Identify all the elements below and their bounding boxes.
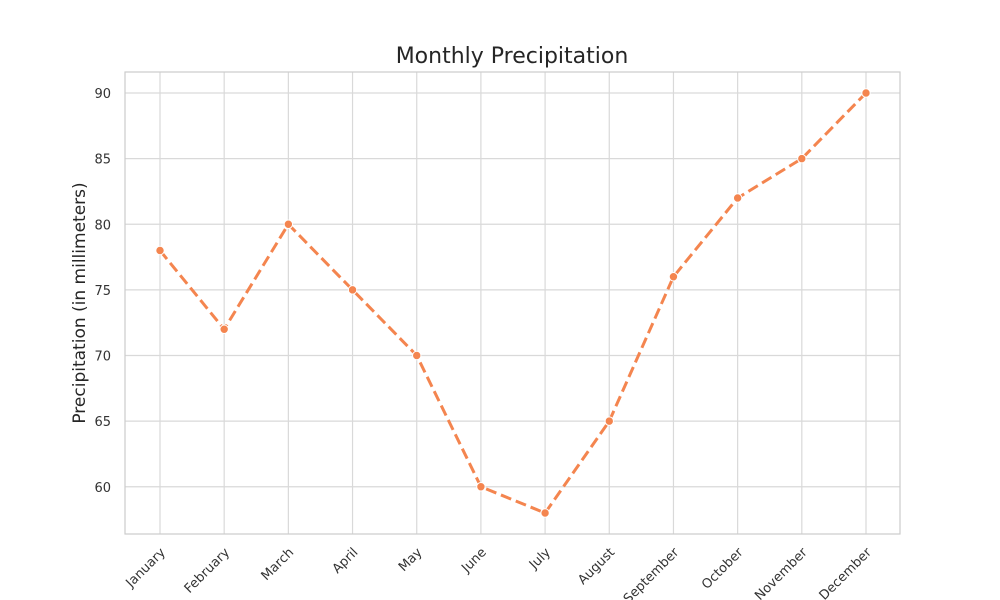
x-tick-label: September — [621, 545, 683, 600]
data-point — [668, 272, 679, 282]
x-tick-label: July — [526, 545, 554, 573]
x-tick-label: October — [699, 545, 747, 593]
x-tick-label: December — [817, 545, 876, 600]
grid-layer — [125, 72, 900, 534]
y-tick-label: 65 — [94, 415, 111, 430]
data-point — [412, 350, 422, 361]
data-point — [219, 324, 229, 334]
y-tick-labels: 60 65 70 75 80 85 90 — [94, 87, 111, 496]
x-tick-label: February — [182, 545, 234, 597]
x-tick-label: May — [396, 545, 426, 575]
data-point — [797, 153, 807, 164]
y-axis-label: Precipitation (in millimeters) — [70, 182, 90, 423]
y-tick-label: 75 — [94, 284, 111, 299]
plot-frame — [124, 71, 901, 535]
x-tick-label: January — [123, 545, 169, 591]
data-point — [347, 285, 358, 295]
y-tick-label: 80 — [94, 218, 111, 233]
data-point — [476, 482, 486, 492]
x-tick-label: August — [575, 545, 618, 588]
y-tick-label: 90 — [94, 87, 111, 102]
x-tick-label: March — [259, 545, 298, 584]
data-point — [283, 219, 294, 229]
y-tick-label: 85 — [94, 153, 111, 168]
chart-title: Monthly Precipitation — [396, 44, 629, 69]
data-point — [604, 416, 614, 426]
x-tick-label: April — [330, 545, 362, 577]
data-point — [540, 508, 550, 518]
data-point — [732, 193, 743, 203]
data-point — [155, 245, 165, 256]
x-tick-label: June — [458, 545, 489, 576]
x-tick-labels: January February March April May June July Augu… — [123, 545, 876, 600]
series-layer — [155, 88, 871, 518]
x-tick-label: November — [752, 545, 811, 600]
y-tick-label: 70 — [94, 350, 111, 365]
series-line — [158, 91, 868, 515]
y-tick-label: 60 — [94, 481, 111, 496]
data-point — [861, 88, 871, 98]
